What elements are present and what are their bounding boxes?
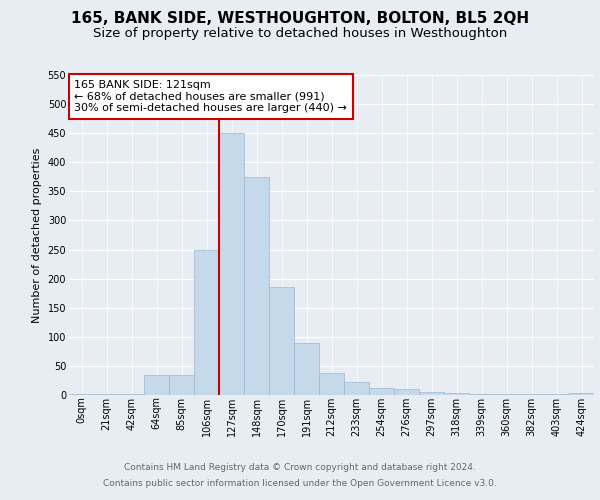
Text: Contains HM Land Registry data © Crown copyright and database right 2024.: Contains HM Land Registry data © Crown c… <box>124 464 476 472</box>
Bar <box>544 394 569 395</box>
Bar <box>94 394 119 395</box>
Bar <box>119 394 144 395</box>
Bar <box>344 382 369 395</box>
Bar <box>69 394 94 395</box>
Bar <box>294 342 319 395</box>
Bar <box>244 177 269 395</box>
Bar <box>369 388 394 395</box>
Y-axis label: Number of detached properties: Number of detached properties <box>32 148 42 322</box>
Bar <box>569 392 594 395</box>
Bar <box>319 373 344 395</box>
Bar <box>494 394 519 395</box>
Bar <box>469 394 494 395</box>
Text: Contains public sector information licensed under the Open Government Licence v3: Contains public sector information licen… <box>103 478 497 488</box>
Bar <box>394 389 419 395</box>
Bar <box>144 374 169 395</box>
Text: 165 BANK SIDE: 121sqm
← 68% of detached houses are smaller (991)
30% of semi-det: 165 BANK SIDE: 121sqm ← 68% of detached … <box>74 80 347 113</box>
Bar <box>194 250 219 395</box>
Bar <box>169 374 194 395</box>
Bar <box>419 392 444 395</box>
Text: 165, BANK SIDE, WESTHOUGHTON, BOLTON, BL5 2QH: 165, BANK SIDE, WESTHOUGHTON, BOLTON, BL… <box>71 11 529 26</box>
Bar <box>444 392 469 395</box>
Bar <box>519 394 544 395</box>
Bar <box>219 133 244 395</box>
Bar <box>269 288 294 395</box>
Text: Size of property relative to detached houses in Westhoughton: Size of property relative to detached ho… <box>93 28 507 40</box>
